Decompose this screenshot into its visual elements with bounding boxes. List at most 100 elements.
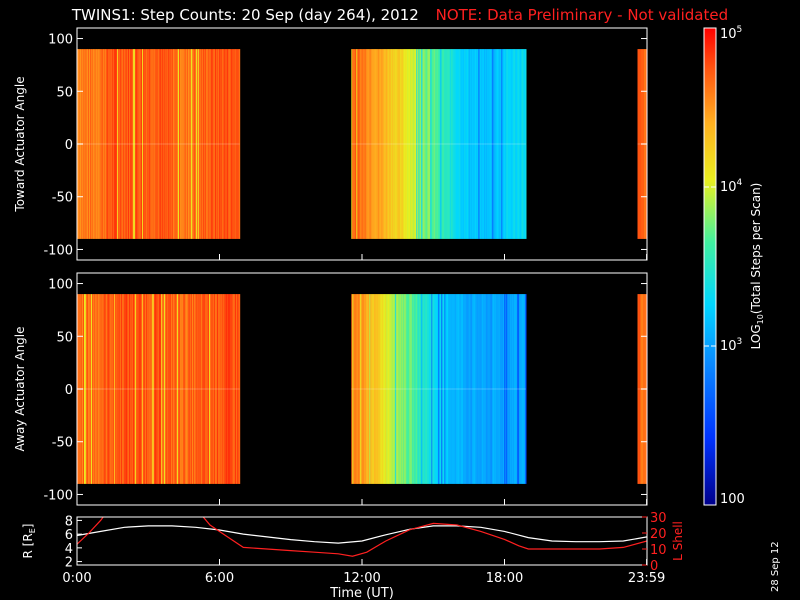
heat-column (469, 49, 471, 239)
heat-column (395, 49, 397, 239)
heat-column (637, 49, 639, 239)
ytick-label: 50 (56, 330, 73, 345)
heat-column (168, 294, 170, 484)
heat-column (153, 49, 155, 239)
heat-column (427, 294, 429, 484)
heat-column (125, 49, 127, 239)
heat-column (230, 49, 232, 239)
heat-column (510, 294, 512, 484)
heat-column (371, 49, 373, 239)
heat-column (228, 294, 230, 484)
heat-column (214, 294, 216, 484)
heat-column (187, 294, 189, 484)
heat-column (186, 49, 188, 239)
lshell-series-line (77, 517, 647, 557)
heat-column (394, 294, 396, 484)
colorbar-ticks: 105 104 103 100 (704, 25, 745, 507)
heat-column (225, 49, 227, 239)
heat-column (438, 49, 440, 239)
heat-column (116, 294, 118, 484)
heat-column (497, 294, 499, 484)
heat-column (110, 49, 112, 239)
heat-column (495, 49, 497, 239)
heat-column (85, 294, 87, 484)
heat-column (391, 49, 393, 239)
heat-column (469, 294, 471, 484)
ytick-label: -50 (52, 191, 73, 206)
heat-column (219, 294, 221, 484)
heat-column (493, 294, 495, 484)
heat-column (495, 294, 497, 484)
heat-column (150, 49, 152, 239)
heat-column (388, 49, 390, 239)
heat-column (224, 294, 226, 484)
heat-column (364, 294, 366, 484)
heat-column (417, 49, 419, 239)
heat-column (208, 49, 210, 239)
heat-column (387, 49, 389, 239)
xticks-orbit: 0:00 6:00 12:00 18:00 23:59 (62, 254, 665, 586)
heat-column (237, 294, 239, 484)
heat-column (481, 49, 483, 239)
heat-column (223, 49, 225, 239)
heat-column (445, 49, 447, 239)
heat-column (522, 294, 524, 484)
heat-column (217, 49, 219, 239)
heat-column (173, 49, 175, 239)
heat-column (213, 294, 215, 484)
heat-column (365, 49, 367, 239)
date-stamp: 28 Sep 12 (770, 541, 781, 592)
heat-column (477, 49, 479, 239)
heat-column (427, 49, 429, 239)
heat-column (204, 294, 206, 484)
heat-column (457, 49, 459, 239)
heat-column (105, 294, 107, 484)
heat-column (218, 49, 220, 239)
heat-column (486, 49, 488, 239)
heat-column (227, 294, 229, 484)
heat-column (362, 49, 364, 239)
heat-column (206, 294, 208, 484)
heat-column (405, 49, 407, 239)
heat-column (121, 49, 123, 239)
heat-column (215, 294, 217, 484)
heat-column (407, 294, 409, 484)
heat-column (421, 294, 423, 484)
heat-column (152, 294, 154, 484)
heat-column (519, 49, 521, 239)
heat-column (96, 294, 98, 484)
heat-column (637, 294, 639, 484)
heat-column (395, 294, 397, 484)
heat-column (198, 294, 200, 484)
heat-column (433, 294, 435, 484)
heat-column (426, 49, 428, 239)
heat-column (203, 294, 205, 484)
heat-column (196, 294, 198, 484)
heat-column (110, 294, 112, 484)
heat-column (208, 294, 210, 484)
heat-column (411, 49, 413, 239)
orbit-ytick-label: 8 (65, 514, 73, 529)
heat-column (99, 49, 101, 239)
heat-column (123, 49, 125, 239)
xtick-label: 23:59 (628, 571, 665, 586)
orbit-y2tick-label: 30 (650, 511, 667, 526)
heat-column (379, 294, 381, 484)
heat-column (444, 294, 446, 484)
heat-column (393, 294, 395, 484)
heat-column (221, 49, 223, 239)
zero-angle-band (77, 143, 240, 145)
heat-column (229, 49, 231, 239)
heat-column (157, 294, 159, 484)
xtick-label: 12:00 (343, 571, 380, 586)
orbit-ytick-label: 2 (65, 556, 73, 571)
heat-column (505, 294, 507, 484)
heat-column (360, 294, 362, 484)
heat-column (444, 49, 446, 239)
colorbar-tick-label: 105 (720, 25, 742, 42)
heat-column (515, 294, 517, 484)
heat-column (170, 49, 172, 239)
heat-column (468, 294, 470, 484)
heat-column (355, 294, 357, 484)
ytick-label: 100 (48, 33, 73, 48)
